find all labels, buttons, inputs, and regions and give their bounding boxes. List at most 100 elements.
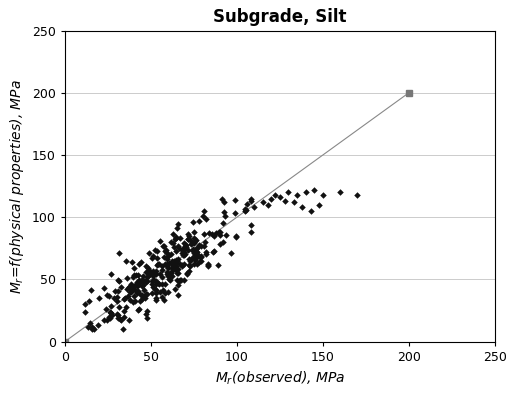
- Point: [178, 246, 186, 253]
- Point: [132, 272, 140, 278]
- Point: [148, 280, 156, 287]
- Point: [153, 248, 161, 255]
- Point: [135, 306, 143, 312]
- Point: [159, 286, 167, 293]
- Point: [116, 316, 125, 322]
- Point: [114, 277, 122, 283]
- Point: [143, 291, 151, 297]
- Point: [85, 297, 93, 304]
- Point: [250, 204, 258, 211]
- Point: [145, 250, 153, 257]
- Point: [143, 274, 151, 280]
- Point: [161, 261, 169, 267]
- Point: [191, 257, 199, 263]
- Point: [163, 250, 171, 256]
- Point: [122, 258, 130, 264]
- Point: [188, 240, 197, 246]
- Point: [187, 255, 196, 261]
- Point: [183, 236, 192, 243]
- Point: [129, 299, 138, 305]
- Point: [171, 235, 180, 242]
- Point: [264, 202, 272, 208]
- Point: [183, 271, 191, 277]
- Point: [126, 297, 134, 303]
- Point: [161, 290, 169, 296]
- Point: [169, 259, 178, 265]
- Point: [155, 261, 163, 267]
- Point: [163, 256, 171, 262]
- Point: [163, 271, 171, 277]
- Point: [119, 296, 128, 303]
- Point: [154, 260, 163, 267]
- Point: [88, 326, 96, 333]
- Point: [161, 281, 169, 288]
- Point: [125, 284, 133, 291]
- Point: [173, 258, 181, 264]
- Point: [215, 232, 224, 239]
- Point: [148, 284, 157, 290]
- Point: [190, 250, 198, 256]
- Point: [175, 277, 183, 284]
- Point: [126, 289, 134, 295]
- Point: [136, 278, 144, 285]
- Point: [167, 258, 176, 264]
- Point: [319, 192, 327, 198]
- Point: [218, 196, 226, 203]
- Point: [151, 247, 159, 253]
- Point: [148, 255, 156, 261]
- Point: [135, 261, 143, 268]
- Point: [210, 248, 218, 254]
- Point: [133, 290, 142, 296]
- Point: [94, 322, 102, 328]
- Point: [144, 265, 152, 271]
- Point: [158, 294, 166, 300]
- Point: [128, 259, 136, 265]
- Point: [160, 243, 168, 249]
- Point: [138, 276, 146, 283]
- Point: [107, 310, 115, 316]
- Point: [301, 189, 310, 196]
- Point: [103, 292, 111, 298]
- Point: [129, 284, 138, 290]
- Point: [220, 213, 229, 219]
- Point: [231, 197, 239, 203]
- X-axis label: $M_r$(observed), MPa: $M_r$(observed), MPa: [215, 369, 345, 387]
- Point: [160, 297, 168, 303]
- Point: [174, 220, 182, 227]
- Point: [165, 252, 173, 258]
- Point: [222, 232, 230, 238]
- Point: [154, 281, 163, 288]
- Point: [105, 314, 113, 320]
- Point: [189, 246, 197, 252]
- Point: [176, 277, 184, 283]
- Point: [298, 204, 306, 211]
- Point: [164, 271, 173, 277]
- Point: [159, 243, 167, 249]
- Point: [130, 293, 138, 299]
- Point: [209, 231, 217, 237]
- Point: [289, 199, 298, 205]
- Point: [153, 255, 161, 261]
- Point: [99, 285, 108, 292]
- Point: [188, 219, 197, 225]
- Point: [170, 261, 179, 267]
- Point: [186, 237, 195, 243]
- Point: [197, 253, 205, 259]
- Point: [163, 261, 171, 267]
- Point: [192, 245, 200, 252]
- Point: [200, 239, 209, 245]
- Point: [167, 251, 175, 258]
- Point: [161, 248, 169, 254]
- Point: [122, 304, 130, 310]
- Point: [270, 192, 279, 198]
- Point: [151, 269, 159, 276]
- Point: [139, 282, 147, 289]
- Point: [174, 270, 182, 276]
- Point: [106, 315, 114, 321]
- Point: [139, 294, 147, 301]
- Point: [180, 249, 188, 256]
- Point: [193, 251, 201, 257]
- Point: [193, 261, 201, 268]
- Point: [180, 240, 188, 246]
- Point: [103, 316, 111, 323]
